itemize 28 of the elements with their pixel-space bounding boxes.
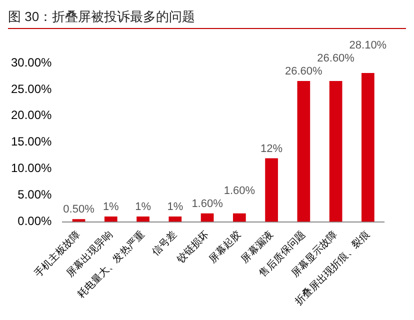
y-tick-label: 10.00% — [10, 161, 52, 176]
y-tick-label: 25.00% — [10, 82, 52, 96]
data-label: 28.10% — [349, 40, 387, 52]
data-label: 1% — [167, 201, 184, 214]
y-tick-label: 20.00% — [10, 108, 52, 122]
y-tick-label: 5.00% — [18, 188, 52, 202]
data-label: 0.50% — [63, 204, 95, 216]
bar — [265, 158, 278, 222]
data-label: 1% — [102, 201, 120, 214]
bar — [136, 216, 150, 222]
bar — [168, 216, 182, 222]
data-label: 12% — [260, 142, 283, 155]
data-label: 1.60% — [192, 198, 224, 210]
bar — [232, 213, 246, 222]
data-label: 26.60% — [317, 52, 355, 65]
data-label: 1.60% — [224, 184, 256, 197]
bar — [200, 213, 214, 222]
y-tick-label: 15.00% — [10, 134, 52, 149]
data-label: 1% — [135, 201, 152, 214]
bar — [362, 73, 374, 222]
bar — [329, 81, 342, 222]
bar — [104, 216, 118, 222]
chart-title: 图 30：折叠屏被投诉最多的问题 — [8, 8, 406, 29]
bar — [72, 219, 86, 222]
data-label: 26.60% — [285, 66, 323, 78]
bar — [297, 81, 310, 222]
y-tick-label: 0.00% — [18, 214, 52, 228]
y-tick-label: 30.00% — [10, 55, 52, 70]
